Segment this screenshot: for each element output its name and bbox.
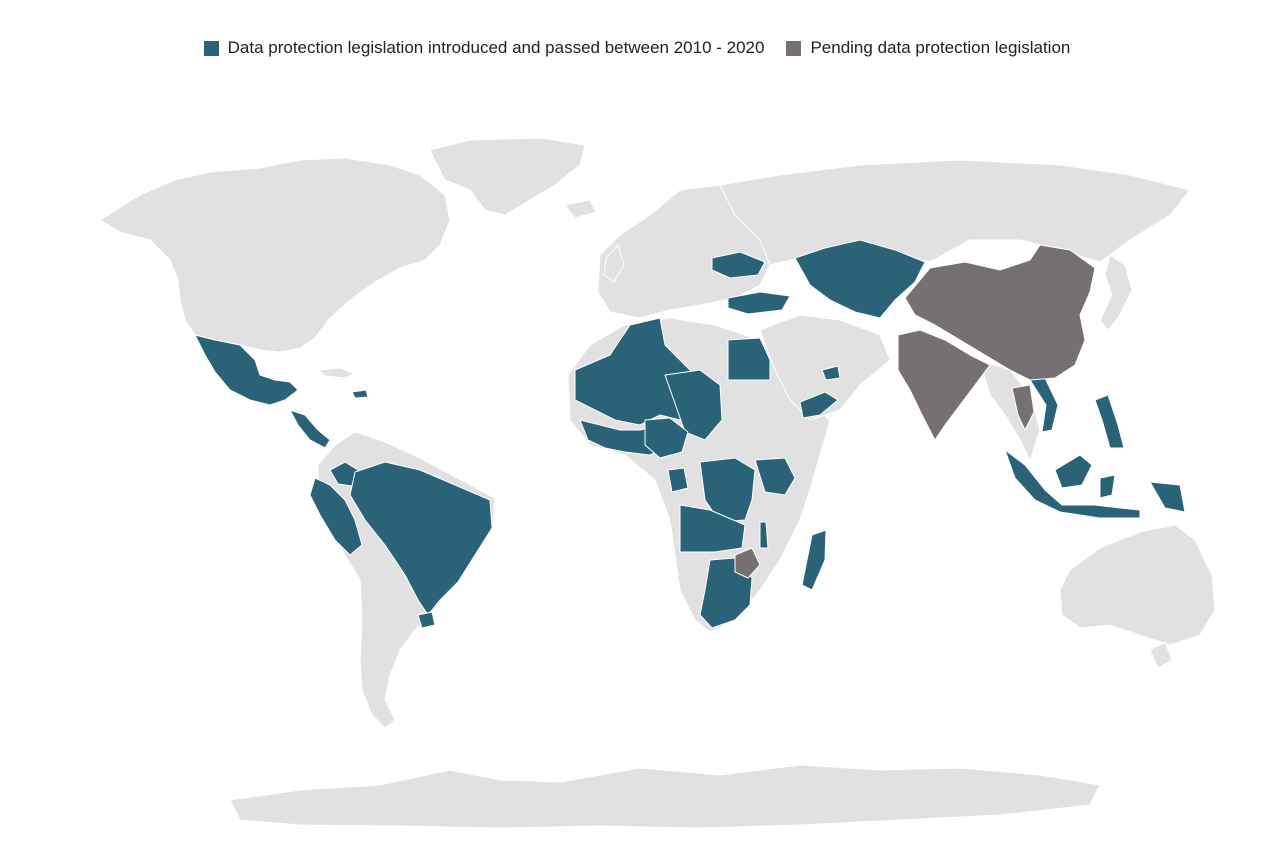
- region-egypt: [727, 337, 771, 381]
- region-iceland: [564, 199, 597, 219]
- region-philippines: [1094, 394, 1125, 449]
- region-ukraine: [711, 251, 766, 279]
- region-zimbabwe: [734, 547, 761, 579]
- region-central-asia: [794, 239, 926, 319]
- legend-swatch-passed: [203, 40, 219, 56]
- region-malaysia: [1054, 454, 1093, 489]
- region-png: [1149, 481, 1186, 513]
- region-japan: [1099, 254, 1133, 331]
- region-dominican-republic: [351, 389, 369, 399]
- region-madagascar: [801, 529, 827, 591]
- region-china: [904, 244, 1096, 381]
- legend-swatch-pending: [786, 40, 802, 56]
- region-europe: [597, 184, 771, 319]
- region-malawi: [759, 521, 769, 549]
- region-antarctica: [229, 764, 1101, 829]
- region-australia: [1059, 524, 1216, 646]
- region-new-zealand: [1149, 641, 1173, 669]
- region-sulawesi: [1099, 474, 1116, 499]
- region-greenland: [429, 137, 586, 216]
- region-caribbean: [317, 367, 356, 379]
- region-north-america: [99, 157, 451, 353]
- map-legend: Data protection legislation introduced a…: [0, 38, 1274, 58]
- pending-layer: [734, 244, 1096, 579]
- region-nigeria: [644, 417, 689, 459]
- region-yemen: [799, 391, 839, 419]
- legend-label-passed: Data protection legislation introduced a…: [227, 38, 765, 57]
- region-dr-congo: [699, 457, 756, 523]
- legend-item-passed: Data protection legislation introduced a…: [203, 38, 765, 58]
- region-brazil: [349, 461, 493, 616]
- passed-layer: [194, 239, 1186, 629]
- legend-label-pending: Pending data protection legislation: [810, 38, 1071, 57]
- legend-item-pending: Pending data protection legislation: [786, 38, 1070, 58]
- region-central-america: [289, 409, 331, 449]
- region-east-africa: [754, 457, 796, 496]
- land-layer: [99, 137, 1216, 829]
- region-middle-east: [759, 314, 891, 421]
- region-india: [897, 329, 991, 441]
- region-gabon: [667, 467, 689, 493]
- region-mexico: [194, 334, 299, 406]
- region-peru-ecuador: [309, 477, 363, 556]
- region-indonesia: [1004, 449, 1141, 519]
- region-se-asia: [979, 359, 1041, 461]
- region-turkey: [727, 291, 791, 315]
- region-uk: [603, 244, 625, 283]
- region-uruguay: [417, 611, 436, 629]
- region-angola-zambia: [679, 504, 746, 553]
- region-russia: [719, 159, 1191, 266]
- region-thailand: [1011, 384, 1035, 431]
- region-gulf: [821, 365, 841, 381]
